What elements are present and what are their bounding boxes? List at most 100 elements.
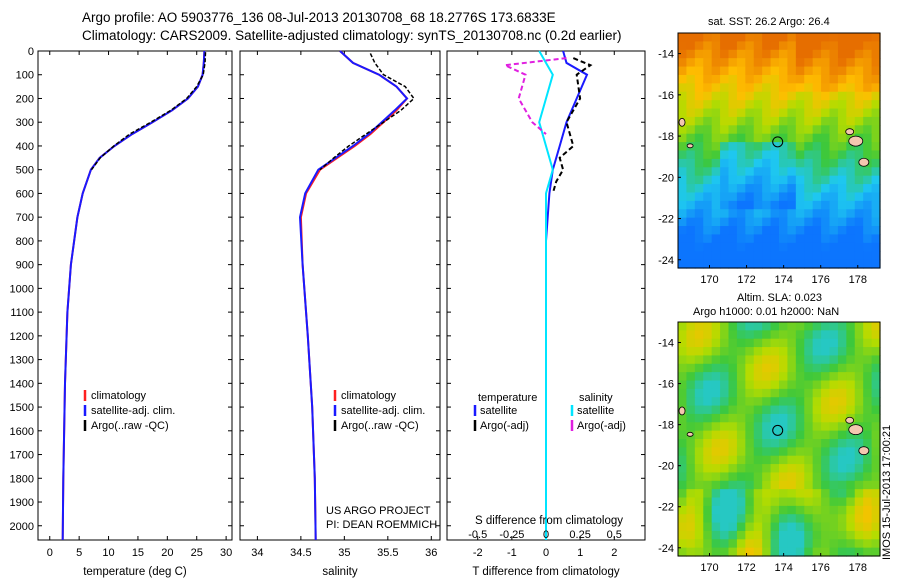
ytick-label: 600 <box>16 188 34 200</box>
heatmap-cell <box>863 430 873 440</box>
heatmap-cell <box>829 322 839 331</box>
heatmap-cell <box>703 372 713 382</box>
map-xtick-label: 178 <box>849 274 867 286</box>
heatmap-cell <box>728 413 738 423</box>
heatmap-cell <box>829 234 839 244</box>
heatmap-cell <box>787 347 797 357</box>
heatmap-cell <box>821 125 831 135</box>
heatmap-cell <box>753 167 763 177</box>
heatmap-cell <box>871 480 881 490</box>
map-xtick-label: 172 <box>737 562 755 574</box>
heatmap-cell <box>795 522 805 532</box>
heatmap-cell <box>711 142 721 152</box>
heatmap-cell <box>728 158 738 168</box>
heatmap-cell <box>736 100 746 110</box>
ytick-label: 1000 <box>10 283 34 295</box>
heatmap-cell <box>770 338 780 348</box>
heatmap-cell <box>770 497 780 507</box>
map-ytick-label: -14 <box>658 49 674 61</box>
heatmap-cell <box>787 522 797 532</box>
heatmap-cell <box>703 41 713 51</box>
heatmap-cell <box>829 251 839 261</box>
heatmap-cell <box>821 355 831 365</box>
heatmap-cell <box>694 49 704 59</box>
heatmap-cell <box>694 522 704 532</box>
heatmap-cell <box>694 209 704 219</box>
heatmap-cell <box>753 175 763 185</box>
heatmap-cell <box>837 522 847 532</box>
heatmap-cell <box>871 125 881 135</box>
heatmap-cell <box>711 322 721 331</box>
heatmap-cell <box>762 355 772 365</box>
heatmap-cell <box>711 472 721 482</box>
series-argo-raw-qc- <box>319 53 415 171</box>
heatmap-cell <box>736 330 746 340</box>
heatmap-cell <box>678 41 688 51</box>
heatmap-cell <box>728 505 738 515</box>
heatmap-cell <box>694 234 704 244</box>
heatmap-cell <box>745 405 755 415</box>
heatmap-cell <box>812 234 822 244</box>
heatmap-cell <box>762 372 772 382</box>
heatmap-cell <box>837 259 847 269</box>
heatmap-cell <box>678 125 688 135</box>
heatmap-cell <box>837 167 847 177</box>
panel-salinity-frame <box>239 50 441 541</box>
heatmap-cell <box>846 522 856 532</box>
heatmap-cell <box>762 83 772 93</box>
heatmap-cell <box>779 251 789 261</box>
heatmap-cell <box>829 66 839 76</box>
heatmap-cell <box>837 217 847 227</box>
heatmap-cell <box>837 397 847 407</box>
heatmap-cell <box>871 175 881 185</box>
heatmap-cell <box>720 259 730 269</box>
heatmap-cell <box>837 355 847 365</box>
heatmap-cell <box>736 49 746 59</box>
heatmap-cell <box>829 91 839 101</box>
heatmap-cell <box>720 226 730 236</box>
heatmap-cell <box>745 133 755 143</box>
legend-label: satellite <box>577 405 614 417</box>
heatmap-cell <box>846 322 856 331</box>
heatmap-cell <box>720 33 730 42</box>
heatmap-cell <box>787 41 797 51</box>
heatmap-cell <box>711 363 721 373</box>
heatmap-cell <box>686 125 696 135</box>
heatmap-cell <box>854 322 864 331</box>
heatmap-cell <box>745 58 755 68</box>
heatmap-cell <box>871 338 881 348</box>
heatmap-cell <box>736 150 746 160</box>
heatmap-cell <box>871 405 881 415</box>
heatmap-cell <box>863 547 873 557</box>
heatmap-cell <box>821 100 831 110</box>
heatmap-cell <box>720 347 730 357</box>
heatmap-cell <box>795 388 805 398</box>
heatmap-cell <box>686 347 696 357</box>
series-climatology <box>299 50 409 541</box>
pi-annotation: PI: DEAN ROEMMICH <box>326 519 438 531</box>
heatmap-cell <box>863 133 873 143</box>
heatmap-cell <box>703 226 713 236</box>
heatmap-cell <box>804 142 814 152</box>
heatmap-cell <box>854 100 864 110</box>
heatmap-cell <box>728 530 738 540</box>
heatmap-cell <box>720 322 730 331</box>
map-ytick-label: -22 <box>658 214 674 226</box>
heatmap-cell <box>821 464 831 474</box>
map-ytick-label: -14 <box>658 338 674 350</box>
heatmap-cell <box>694 142 704 152</box>
heatmap-cell <box>736 464 746 474</box>
heatmap-cell <box>846 397 856 407</box>
heatmap-cell <box>753 150 763 160</box>
heatmap-cell <box>762 422 772 432</box>
heatmap-cell <box>728 251 738 261</box>
heatmap-cell <box>795 142 805 152</box>
heatmap-cell <box>770 49 780 59</box>
heatmap-cell <box>829 41 839 51</box>
xtick-label: 15 <box>132 547 144 559</box>
ytick-label: 2000 <box>10 521 34 533</box>
ytick-label: 1200 <box>10 331 34 343</box>
heatmap-cell <box>711 547 721 557</box>
xtick-label: 5 <box>76 547 82 559</box>
heatmap-cell <box>821 388 831 398</box>
